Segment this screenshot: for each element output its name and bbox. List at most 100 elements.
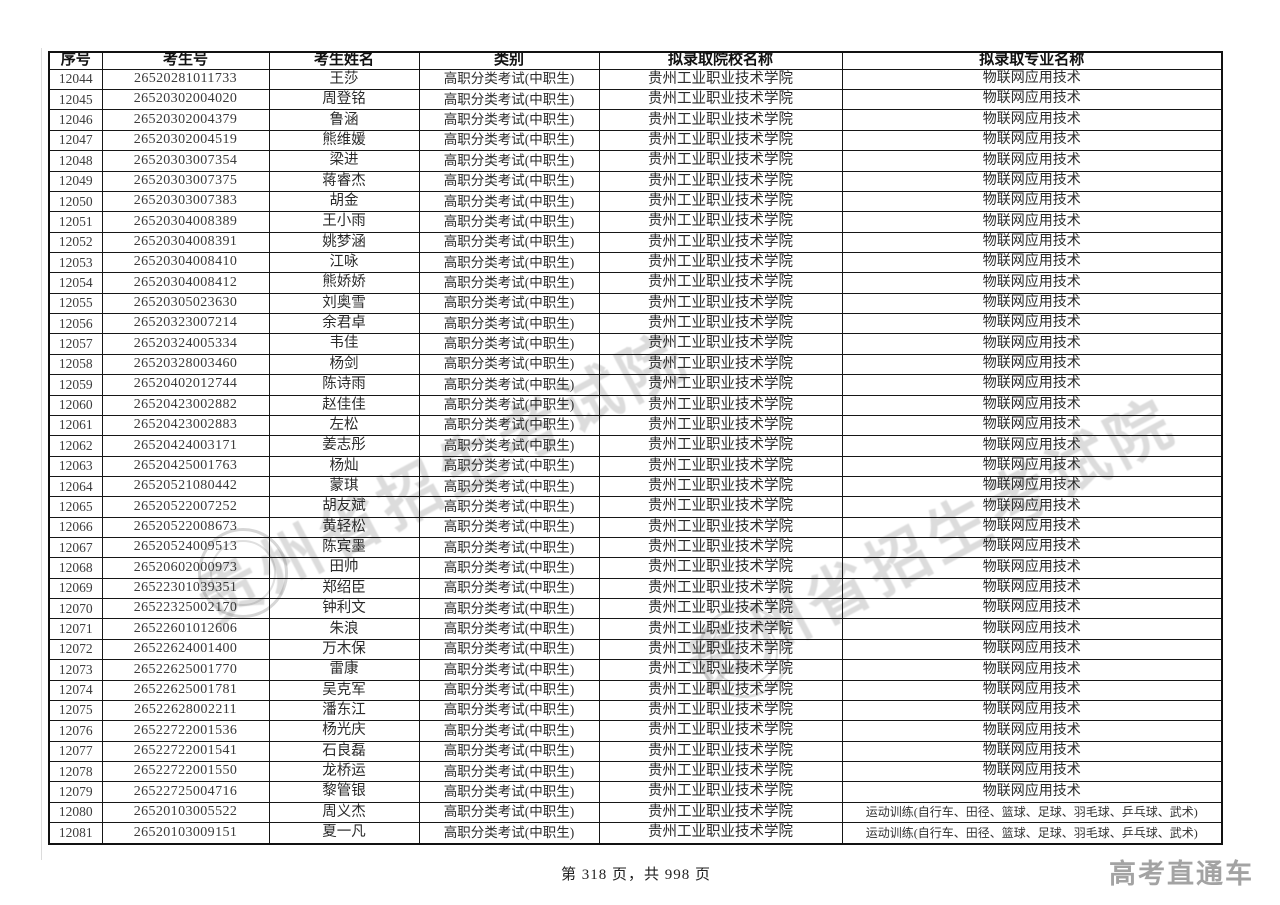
table-row: 12052 26520304008391 姚梦涵 高职分类考试(中职生) 贵州工业职业技… <box>48 231 1223 253</box>
table-row: 12048 26520303007354 梁进 高职分类考试(中职生) 贵州工业职业技术… <box>48 150 1223 172</box>
cell-exam-no: 26522628002211 <box>101 699 270 722</box>
cell-major: 物联网应用技术 <box>841 272 1223 294</box>
cell-college: 贵州工业职业技术学院 <box>598 251 843 274</box>
cell-name: 黄轻松 <box>268 516 420 539</box>
cell-name: 龙桥运 <box>268 760 420 783</box>
cell-category: 高职分类考试(中职生) <box>418 740 600 762</box>
table-header: 序号 考生号 考生姓名 类别 拟录取院校名称 拟录取专业名称 <box>48 51 1223 70</box>
table-row: 12066 26520522008673 黄轻松 高职分类考试(中职生) 贵州工业职业技… <box>48 516 1223 539</box>
cell-category: 高职分类考试(中职生) <box>418 211 600 233</box>
cell-name: 胡友斌 <box>268 496 420 518</box>
cell-name: 王小雨 <box>268 211 420 233</box>
table-row: 12068 26520602000973 田帅 高职分类考试(中职生) 贵州工业职业技术… <box>48 557 1223 579</box>
cell-college: 贵州工业职业技术学院 <box>598 394 843 416</box>
cell-name: 熊维媛 <box>268 129 420 152</box>
cell-exam-no: 26520522008673 <box>101 516 270 539</box>
cell-major: 物联网应用技术 <box>841 333 1223 355</box>
cell-college: 贵州工业职业技术学院 <box>598 435 843 457</box>
cell-exam-no: 26520103005522 <box>101 801 270 824</box>
cell-major: 运动训练(自行车、田径、篮球、足球、羽毛球、乒乓球、武术) <box>841 822 1223 845</box>
cell-college: 贵州工业职业技术学院 <box>598 475 843 498</box>
cell-major: 物联网应用技术 <box>841 679 1223 701</box>
cell-college: 贵州工业职业技术学院 <box>598 516 843 539</box>
cell-major: 物联网应用技术 <box>841 781 1223 803</box>
cell-seq: 12054 <box>48 272 103 294</box>
cell-seq: 12062 <box>48 435 103 457</box>
cell-college: 贵州工业职业技术学院 <box>598 822 843 845</box>
cell-name: 万木保 <box>268 638 420 661</box>
table-row: 12063 26520425001763 杨灿 高职分类考试(中职生) 贵州工业职业技术… <box>48 455 1223 477</box>
admission-list-table: 序号 考生号 考生姓名 类别 拟录取院校名称 拟录取专业名称 12044 2652… <box>48 51 1223 845</box>
cell-exam-no: 26520423002882 <box>101 394 270 416</box>
cell-category: 高职分类考试(中职生) <box>418 109 600 131</box>
cell-seq: 12070 <box>48 598 103 620</box>
cell-exam-no: 26520423002883 <box>101 414 270 437</box>
cell-exam-no: 26520522007252 <box>101 496 270 518</box>
table-row: 12044 26520281011733 王莎 高职分类考试(中职生) 贵州工业职业技术… <box>48 68 1223 91</box>
cell-exam-no: 26520602000973 <box>101 557 270 579</box>
cell-major: 物联网应用技术 <box>841 353 1223 376</box>
cell-major: 运动训练(自行车、田径、篮球、足球、羽毛球、乒乓球、武术) <box>841 801 1223 824</box>
cell-name: 黎管银 <box>268 781 420 803</box>
cell-category: 高职分类考试(中职生) <box>418 394 600 416</box>
cell-exam-no: 26520304008412 <box>101 272 270 294</box>
cell-category: 高职分类考试(中职生) <box>418 89 600 111</box>
cell-seq: 12069 <box>48 577 103 600</box>
cell-seq: 12073 <box>48 659 103 681</box>
cell-name: 余君卓 <box>268 313 420 335</box>
table-row: 12077 26522722001541 石良磊 高职分类考试(中职生) 贵州工业职业技… <box>48 740 1223 762</box>
cell-category: 高职分类考试(中职生) <box>418 251 600 274</box>
cell-major: 物联网应用技术 <box>841 618 1223 640</box>
table-row: 12072 26522624001400 万木保 高职分类考试(中职生) 贵州工业职业技… <box>48 638 1223 661</box>
cell-seq: 12061 <box>48 414 103 437</box>
cell-major: 物联网应用技术 <box>841 557 1223 579</box>
table-row: 12053 26520304008410 江咏 高职分类考试(中职生) 贵州工业职业技术… <box>48 251 1223 274</box>
table-row: 12049 26520303007375 蒋睿杰 高职分类考试(中职生) 贵州工业职业技… <box>48 170 1223 192</box>
cell-major: 物联网应用技术 <box>841 394 1223 416</box>
cell-category: 高职分类考试(中职生) <box>418 496 600 518</box>
cell-exam-no: 26522625001781 <box>101 679 270 701</box>
cell-category: 高职分类考试(中职生) <box>418 170 600 192</box>
cell-exam-no: 26520302004020 <box>101 89 270 111</box>
cell-seq: 12063 <box>48 455 103 477</box>
cell-college: 贵州工业职业技术学院 <box>598 231 843 253</box>
cell-college: 贵州工业职业技术学院 <box>598 68 843 91</box>
cell-major: 物联网应用技术 <box>841 720 1223 742</box>
table-row: 12081 26520103009151 夏一凡 高职分类考试(中职生) 贵州工业职业技… <box>48 822 1223 845</box>
cell-name: 刘奥雪 <box>268 292 420 315</box>
cell-name: 吴克军 <box>268 679 420 701</box>
cell-major: 物联网应用技术 <box>841 190 1223 213</box>
table-row: 12060 26520423002882 赵佳佳 高职分类考试(中职生) 贵州工业职业技… <box>48 394 1223 416</box>
table-row: 12062 26520424003171 姜志彤 高职分类考试(中职生) 贵州工业职业技… <box>48 435 1223 457</box>
cell-college: 贵州工业职业技术学院 <box>598 638 843 661</box>
cell-college: 贵州工业职业技术学院 <box>598 781 843 803</box>
cell-college: 贵州工业职业技术学院 <box>598 129 843 152</box>
table-body: 12044 26520281011733 王莎 高职分类考试(中职生) 贵州工业职业技术… <box>48 68 1223 845</box>
cell-college: 贵州工业职业技术学院 <box>598 618 843 640</box>
cell-category: 高职分类考试(中职生) <box>418 760 600 783</box>
cell-category: 高职分类考试(中职生) <box>418 435 600 457</box>
cell-name: 夏一凡 <box>268 822 420 845</box>
table-row: 12079 26522725004716 黎管银 高职分类考试(中职生) 贵州工业职业技… <box>48 781 1223 803</box>
cell-college: 贵州工业职业技术学院 <box>598 740 843 762</box>
cell-exam-no: 26520425001763 <box>101 455 270 477</box>
cell-category: 高职分类考试(中职生) <box>418 659 600 681</box>
cell-exam-no: 26520328003460 <box>101 353 270 376</box>
cell-category: 高职分类考试(中职生) <box>418 720 600 742</box>
cell-seq: 12045 <box>48 89 103 111</box>
cell-major: 物联网应用技术 <box>841 292 1223 315</box>
cell-seq: 12058 <box>48 353 103 376</box>
table-row: 12059 26520402012744 陈诗雨 高职分类考试(中职生) 贵州工业职业技… <box>48 374 1223 396</box>
cell-exam-no: 26520302004519 <box>101 129 270 152</box>
cell-major: 物联网应用技术 <box>841 251 1223 274</box>
cell-category: 高职分类考试(中职生) <box>418 822 600 845</box>
cell-seq: 12081 <box>48 822 103 845</box>
cell-name: 梁进 <box>268 150 420 172</box>
cell-college: 贵州工业职业技术学院 <box>598 760 843 783</box>
table-row: 12047 26520302004519 熊维媛 高职分类考试(中职生) 贵州工业职业技… <box>48 129 1223 152</box>
cell-major: 物联网应用技术 <box>841 313 1223 335</box>
table-row: 12071 26522601012606 朱浪 高职分类考试(中职生) 贵州工业职业技术… <box>48 618 1223 640</box>
table-row: 12050 26520303007383 胡金 高职分类考试(中职生) 贵州工业职业技术… <box>48 190 1223 213</box>
cell-exam-no: 26522722001550 <box>101 760 270 783</box>
